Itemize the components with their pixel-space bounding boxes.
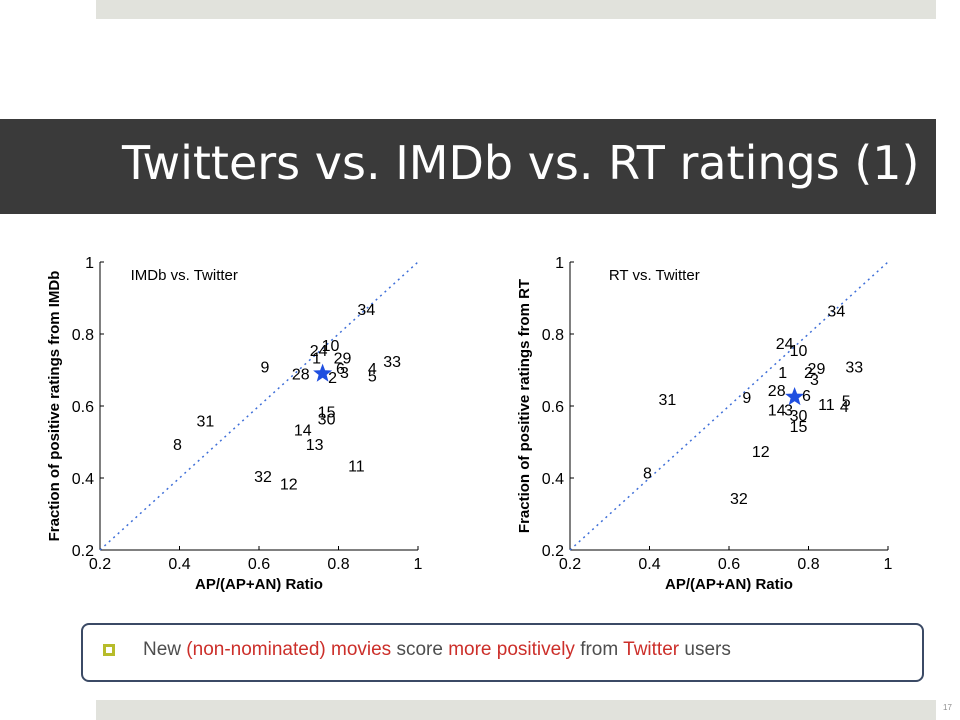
plot-area: 0.2 0.4 0.6 0.8 1 0.2 0.4 0.6 0.8 1 AP/(AP+AN) Rat… xyxy=(516,255,893,593)
point-label: 31 xyxy=(196,413,214,430)
point-label: 3 xyxy=(340,365,349,382)
scatter-plot-svg: 0.2 0.4 0.6 0.8 1 0.2 0.4 0.6 0.8 1 AP/(AP+AN) Rat… xyxy=(516,255,893,593)
point-label: 14 xyxy=(294,422,312,439)
point-label: 14 xyxy=(768,403,786,420)
point-label: 29 xyxy=(334,350,352,367)
average-star-marker xyxy=(313,363,333,382)
point-label: 28 xyxy=(768,383,786,400)
point-label: 4 xyxy=(368,361,377,378)
chart-title: RT vs. Twitter xyxy=(609,267,700,284)
y-tick-label: 0.4 xyxy=(72,471,94,488)
point-label: 34 xyxy=(827,304,845,321)
caption-part: score xyxy=(391,639,449,660)
point-label: 6 xyxy=(336,361,345,378)
x-tick-label: 0.2 xyxy=(559,556,581,573)
imdb-scatter-chart: 0.2 0.4 0.6 0.8 1 0.2 0.4 0.6 0.8 1 AP/(AP+AN) Rat… xyxy=(30,240,460,610)
scatter-plot-svg: 0.2 0.4 0.6 0.8 1 0.2 0.4 0.6 0.8 1 AP/(AP+AN) Rat… xyxy=(46,255,423,593)
bottom-decor-bar xyxy=(96,700,936,720)
point-label: 34 xyxy=(357,302,375,319)
x-axis-label: AP/(AP+AN) Ratio xyxy=(195,576,323,593)
point-label: 28 xyxy=(292,367,310,384)
x-tick-label: 0.8 xyxy=(797,556,819,573)
point-label: 3 xyxy=(784,403,793,420)
point-label: 33 xyxy=(383,354,401,371)
point-label: 9 xyxy=(742,390,751,407)
point-label: 32 xyxy=(730,491,748,508)
y-axis-label: Fraction of positive ratings from IMDb xyxy=(46,271,63,542)
x-tick-label: 0.4 xyxy=(638,556,660,573)
caption-highlight: more positively xyxy=(448,639,575,660)
title-band xyxy=(0,119,936,214)
point-label: 2 xyxy=(328,370,337,387)
point-label: 11 xyxy=(348,458,365,475)
point-label: 9 xyxy=(261,359,270,376)
point-label: 31 xyxy=(658,392,676,409)
x-tick-label: 0.4 xyxy=(168,556,190,573)
y-tick-label: 0.6 xyxy=(542,399,564,416)
y-tick-label: 0.8 xyxy=(72,327,94,344)
point-label: 13 xyxy=(306,437,324,454)
caption-part: New xyxy=(143,639,187,660)
point-label: 12 xyxy=(280,476,298,493)
y-tick-label: 1 xyxy=(85,255,94,272)
point-label: 29 xyxy=(808,361,826,378)
top-decor-bar xyxy=(96,0,936,19)
point-label: 15 xyxy=(318,404,336,421)
y-axis-label: Fraction of positive ratings from RT xyxy=(516,279,533,533)
point-label: 24 xyxy=(310,343,328,360)
x-tick-label: 0.6 xyxy=(718,556,740,573)
y-tick-label: 0.2 xyxy=(72,543,94,560)
x-tick-label: 0.8 xyxy=(327,556,349,573)
point-label: 1 xyxy=(778,365,787,382)
plot-area: 0.2 0.4 0.6 0.8 1 0.2 0.4 0.6 0.8 1 AP/(AP+AN) Rat… xyxy=(46,255,423,593)
point-label: 6 xyxy=(802,388,811,405)
y-tick-label: 0.4 xyxy=(542,471,564,488)
x-tick-label: 0.6 xyxy=(248,556,270,573)
point-label: 10 xyxy=(322,338,340,355)
y-tick-label: 0.8 xyxy=(542,327,564,344)
point-label: 30 xyxy=(318,412,336,429)
caption-part: users xyxy=(679,639,731,660)
rt-scatter-chart: 0.2 0.4 0.6 0.8 1 0.2 0.4 0.6 0.8 1 AP/(AP+AN) Rat… xyxy=(500,240,930,610)
caption-text: New (non-nominated) movies score more po… xyxy=(143,639,731,661)
point-label: 1 xyxy=(312,350,321,367)
point-label: 11 xyxy=(818,397,835,414)
y-tick-label: 0.6 xyxy=(72,399,94,416)
average-star-marker xyxy=(785,387,805,406)
caption-highlight: Twitter xyxy=(623,639,680,660)
y-tick-label: 1 xyxy=(555,255,564,272)
bullet-square-icon xyxy=(103,644,115,656)
point-label: 33 xyxy=(845,359,863,376)
x-axis-label: AP/(AP+AN) Ratio xyxy=(665,576,793,593)
point-label: 32 xyxy=(254,469,272,486)
point-label: 15 xyxy=(790,419,808,436)
point-label: 10 xyxy=(790,343,808,360)
slide-title: Twitters vs. IMDb vs. RT ratings (1) xyxy=(122,136,920,190)
point-label: 30 xyxy=(790,408,808,425)
chart-title: IMDb vs. Twitter xyxy=(131,267,238,284)
point-label: 3 xyxy=(810,372,819,389)
page-number: 17 xyxy=(943,703,952,712)
x-tick-label: 1 xyxy=(884,556,893,573)
point-label: 5 xyxy=(368,368,377,385)
point-label: 12 xyxy=(752,444,770,461)
point-label: 24 xyxy=(776,336,794,353)
point-label: 2 xyxy=(804,365,813,382)
point-label: 8 xyxy=(643,466,652,483)
caption-box xyxy=(81,623,924,682)
y-tick-label: 0.2 xyxy=(542,543,564,560)
caption-highlight: (non-nominated) movies xyxy=(186,639,392,660)
x-tick-label: 1 xyxy=(414,556,423,573)
point-label: 5 xyxy=(842,394,851,411)
point-label: 8 xyxy=(173,437,182,454)
point-label: 4 xyxy=(840,399,849,416)
caption-part: from xyxy=(574,639,624,660)
x-tick-label: 0.2 xyxy=(89,556,111,573)
